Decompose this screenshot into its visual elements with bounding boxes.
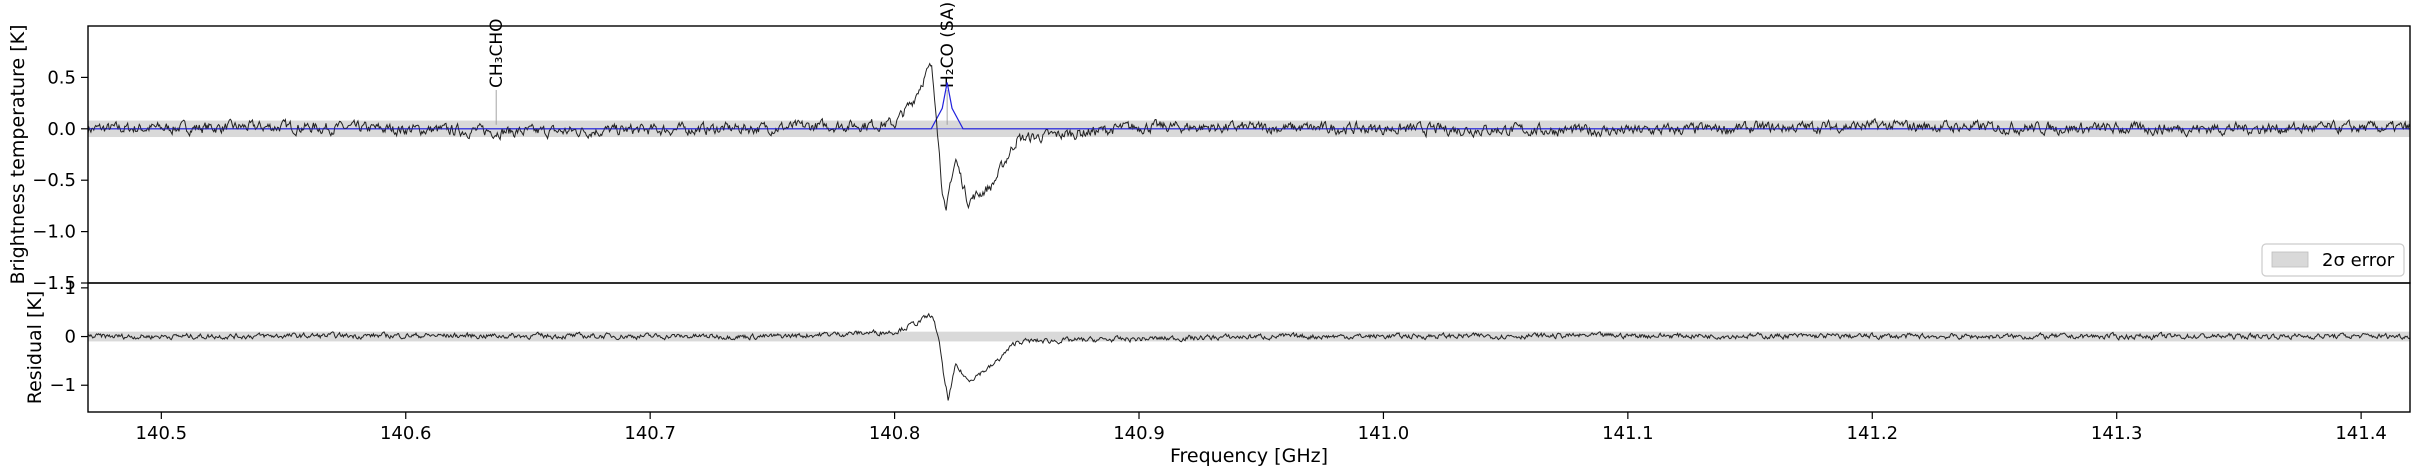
y-tick-label: −1.0 (32, 222, 76, 243)
y-tick: −1.0 (32, 222, 88, 243)
y-tick: −1.5 (32, 273, 88, 294)
x-tick-label: 140.5 (136, 423, 188, 444)
x-tick-label: 140.9 (1113, 423, 1165, 444)
line-identifications: CH₃CHO H₂CO (SA) (487, 2, 958, 125)
residual-y-axis-label: Residual [K] (24, 291, 46, 405)
x-tick-label: 141.3 (2091, 423, 2143, 444)
spectrum-panel: CH₃CHO H₂CO (SA) 0.5 0.0 −0.5 −1.0 −1.5 Brigh… (7, 2, 2411, 294)
x-tick-label: 140.7 (624, 423, 676, 444)
x-tick: 140.7 (624, 412, 676, 444)
x-tick: 141.2 (1847, 412, 1899, 444)
y-tick: −0.5 (32, 170, 88, 191)
x-tick-label: 140.8 (869, 423, 921, 444)
spectrum-y-ticks: 0.5 0.0 −0.5 −1.0 −1.5 (32, 67, 88, 294)
y-tick-label: 0.5 (47, 67, 76, 88)
x-tick: 140.5 (136, 412, 188, 444)
observed-spectrum-line (87, 62, 2411, 211)
y-tick-label: 1 (65, 278, 76, 299)
x-tick: 141.4 (2335, 412, 2387, 444)
x-tick: 141.0 (1358, 412, 1410, 444)
x-tick-label: 140.6 (380, 423, 432, 444)
line-label-text: CH₃CHO (487, 18, 507, 88)
x-tick: 140.6 (380, 412, 432, 444)
y-tick: 1 (65, 278, 88, 299)
x-tick-label: 141.0 (1358, 423, 1410, 444)
y-tick: 0.5 (47, 67, 88, 88)
line-label: CH₃CHO (487, 18, 507, 125)
x-tick-label: 141.4 (2335, 423, 2387, 444)
legend-label: 2σ error (2322, 250, 2395, 271)
x-tick: 141.1 (1602, 412, 1654, 444)
y-tick: 0 (65, 327, 88, 348)
y-tick: 0.0 (47, 119, 88, 140)
line-label: H₂CO (SA) (938, 2, 958, 125)
y-tick-label: 0 (65, 327, 76, 348)
y-tick-label: −0.5 (32, 170, 76, 191)
frequency-x-ticks: 140.5 140.6 140.7 140.8 140.9 141.0 141.1 141.2… (136, 412, 2387, 444)
spectrum-frame (87, 25, 2411, 284)
legend: 2σ error (2261, 243, 2405, 277)
legend-swatch (2271, 251, 2309, 268)
y-tick-label: 0.0 (47, 119, 76, 140)
y-tick: −1 (49, 375, 88, 396)
line-label-text: H₂CO (SA) (938, 2, 958, 88)
residual-panel: 1 0 −1 140.5 140.6 140.7 140.8 140.9 141.0 141.1… (24, 278, 2411, 467)
x-tick-label: 141.2 (1847, 423, 1899, 444)
y-tick-label: −1.5 (32, 273, 76, 294)
residual-y-ticks: 1 0 −1 (49, 278, 88, 396)
x-tick: 141.3 (2091, 412, 2143, 444)
spectrum-y-axis-label: Brightness temperature [K] (7, 25, 29, 285)
residual-line (87, 312, 2411, 401)
x-tick: 140.8 (869, 412, 921, 444)
y-tick-label: −1 (49, 375, 76, 396)
residual-frame (87, 282, 2411, 413)
x-tick: 140.9 (1113, 412, 1165, 444)
x-tick-label: 141.1 (1602, 423, 1654, 444)
frequency-x-axis-label: Frequency [GHz] (1170, 445, 1328, 467)
